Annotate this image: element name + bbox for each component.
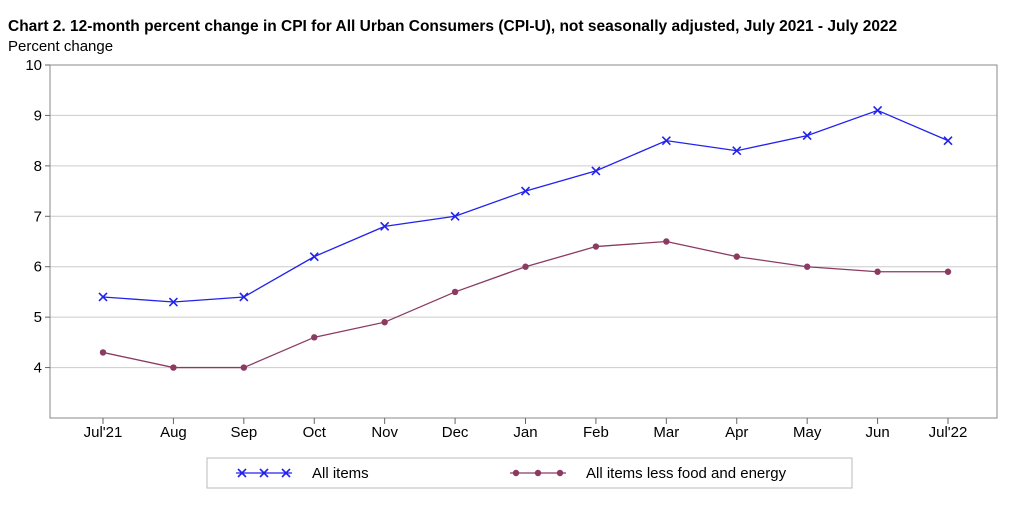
data-point — [661, 136, 671, 146]
x-tick-label: May — [793, 424, 822, 441]
series-all-items — [98, 105, 953, 307]
data-point — [733, 253, 740, 260]
data-point — [98, 292, 108, 302]
data-point — [240, 364, 248, 371]
x-tick-label: Mar — [653, 424, 679, 441]
data-point — [803, 263, 811, 270]
series-group — [98, 105, 953, 371]
y-tick-label: 4 — [34, 360, 42, 377]
legend-marker — [259, 468, 269, 478]
legend-marker — [512, 469, 520, 477]
data-point — [380, 221, 390, 231]
legend-label: All items — [312, 465, 369, 482]
series-core — [99, 238, 952, 371]
data-point — [309, 252, 319, 262]
data-point — [944, 268, 952, 275]
data-point — [873, 105, 883, 115]
y-tick-label: 9 — [34, 107, 42, 124]
data-point — [802, 131, 812, 141]
legend-marker — [237, 468, 247, 478]
y-tick-label: 7 — [34, 208, 42, 225]
data-point — [168, 297, 178, 307]
legend-marker — [534, 469, 542, 477]
data-point — [239, 292, 249, 302]
data-point — [591, 166, 601, 176]
legend-marker — [556, 469, 564, 477]
legend-marker — [281, 468, 291, 478]
legend-label: All items less food and energy — [586, 465, 787, 482]
x-tick-label: Jun — [865, 424, 889, 441]
y-tick-label: 5 — [34, 309, 42, 326]
x-tick-label: Oct — [303, 424, 327, 441]
data-point — [874, 268, 881, 275]
x-axis-ticks: Jul'21 Aug Sep Oct Nov Dec Jan Feb Mar Apr May Jun J… — [84, 418, 968, 441]
series-line — [102, 109, 949, 303]
x-tick-label: Aug — [160, 424, 187, 441]
y-axis-ticks: 4 5 6 7 8 9 10 — [25, 57, 50, 377]
legend-item: All items — [236, 465, 369, 482]
y-axis-label: Percent change — [8, 38, 114, 55]
data-point — [170, 364, 177, 371]
x-tick-label: Jan — [513, 424, 537, 441]
legend: All items All items less food and energy — [206, 457, 853, 489]
x-tick-label: Nov — [371, 424, 398, 441]
data-point — [450, 211, 460, 221]
data-point — [381, 318, 388, 326]
x-tick-label: Apr — [725, 424, 748, 441]
x-tick-label: Jul'22 — [929, 424, 968, 441]
data-point — [663, 238, 670, 245]
data-point — [522, 263, 529, 270]
data-point — [592, 243, 600, 250]
data-point — [99, 349, 107, 356]
x-tick-label: Sep — [230, 424, 257, 441]
data-point — [311, 334, 318, 341]
grid — [50, 64, 997, 369]
data-point — [520, 186, 531, 196]
plot-area — [49, 64, 998, 419]
data-point — [943, 136, 953, 146]
chart-title: Chart 2. 12-month percent change in CPI … — [8, 18, 898, 35]
data-point — [732, 146, 742, 156]
x-tick-label: Jul'21 — [84, 424, 123, 441]
y-tick-label: 6 — [34, 259, 42, 276]
x-tick-label: Feb — [583, 424, 609, 441]
data-point — [451, 288, 459, 296]
y-tick-label: 10 — [25, 57, 42, 74]
y-tick-label: 8 — [34, 158, 42, 175]
legend-item: All items less food and energy — [510, 465, 787, 482]
series-line — [102, 240, 948, 369]
x-tick-label: Dec — [442, 424, 469, 441]
